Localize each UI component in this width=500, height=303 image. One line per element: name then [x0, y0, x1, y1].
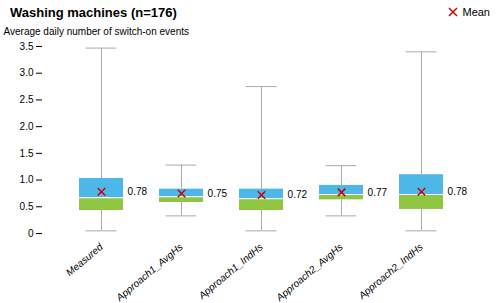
svg-text:0.75: 0.75 — [208, 188, 228, 199]
svg-text:3.5: 3.5 — [20, 41, 34, 52]
svg-text:0.78: 0.78 — [448, 186, 468, 197]
svg-text:Average daily number of switch: Average daily number of switch-on events — [4, 26, 189, 37]
svg-text:2.0: 2.0 — [20, 121, 34, 132]
svg-text:Approach1_AvgHs: Approach1_AvgHs — [113, 241, 185, 303]
svg-text:1.0: 1.0 — [20, 174, 34, 185]
html-text:Washing machines (n=176): Washing machines (n=176) — [10, 4, 177, 20]
svg-text:1.5: 1.5 — [20, 148, 34, 159]
svg-text:0: 0 — [28, 228, 34, 239]
svg-text:Approach1_IndHs: Approach1_IndHs — [196, 241, 265, 302]
svg-text:Approach2_IndHs: Approach2_IndHs — [356, 241, 425, 302]
svg-text:Approach2_AvgHs: Approach2_AvgHs — [273, 241, 345, 303]
svg-text:Measured: Measured — [64, 241, 105, 278]
svg-text:2.5: 2.5 — [20, 94, 34, 105]
svg-text:0.72: 0.72 — [288, 189, 308, 200]
svg-text:0.78: 0.78 — [128, 186, 148, 197]
svg-text:0.5: 0.5 — [20, 201, 34, 212]
html-text:Mean: Mean — [462, 6, 490, 18]
svg-text:0.77: 0.77 — [368, 187, 388, 198]
svg-text:3.0: 3.0 — [20, 67, 34, 78]
